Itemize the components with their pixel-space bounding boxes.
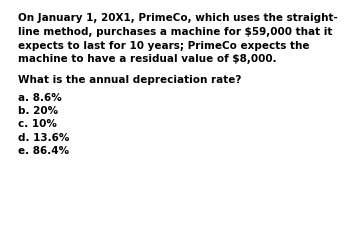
Text: c. 10%: c. 10%	[18, 119, 57, 129]
Text: a. 8.6%: a. 8.6%	[18, 93, 62, 103]
Text: What is the annual depreciation rate?: What is the annual depreciation rate?	[18, 75, 241, 85]
Text: e. 86.4%: e. 86.4%	[18, 146, 69, 156]
Text: expects to last for 10 years; PrimeCo expects the: expects to last for 10 years; PrimeCo ex…	[18, 41, 309, 51]
Text: line method, purchases a machine for $59,000 that it: line method, purchases a machine for $59…	[18, 27, 332, 37]
Text: On January 1, 20X1, PrimeCo, which uses the straight-: On January 1, 20X1, PrimeCo, which uses …	[18, 13, 338, 23]
Text: machine to have a residual value of $8,000.: machine to have a residual value of $8,0…	[18, 54, 276, 65]
Text: d. 13.6%: d. 13.6%	[18, 133, 69, 143]
Text: b. 20%: b. 20%	[18, 106, 58, 116]
